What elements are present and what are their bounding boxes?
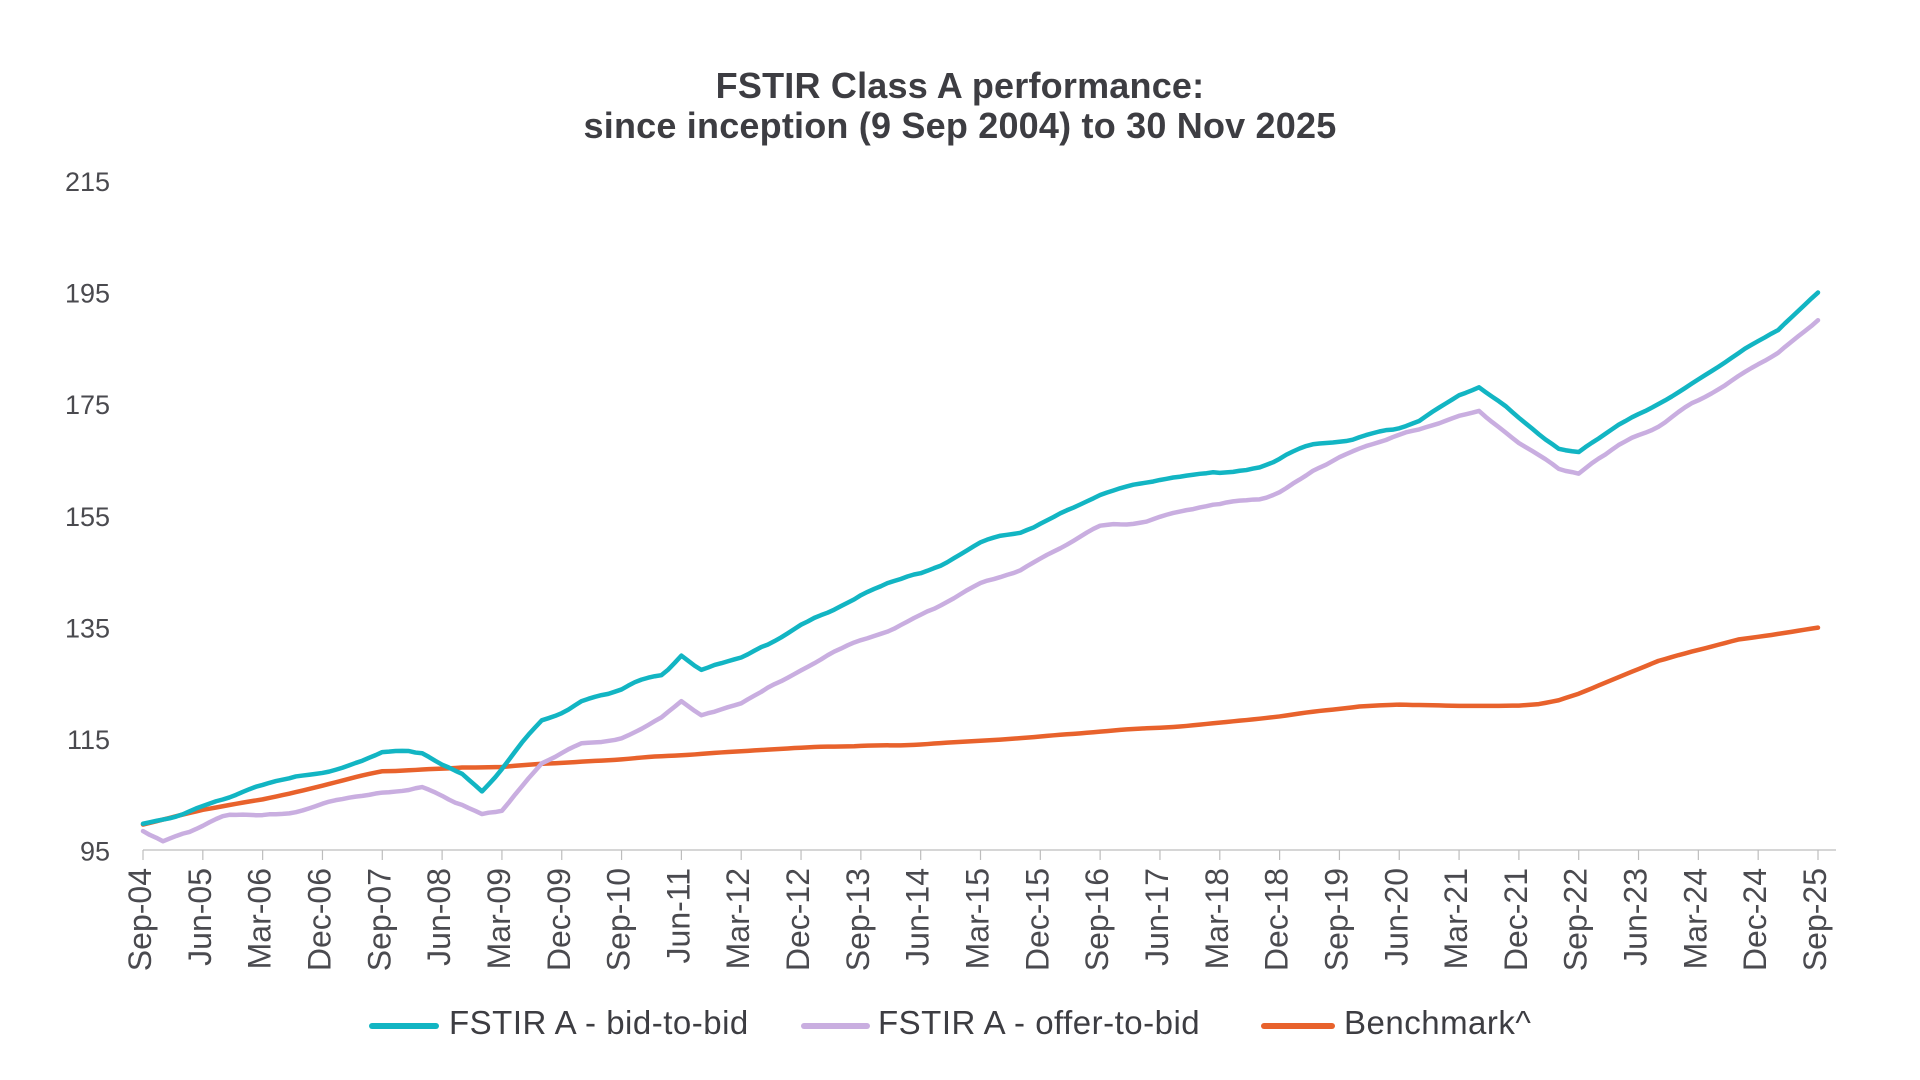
svg-text:Dec-18: Dec-18 [1259, 868, 1295, 971]
svg-text:Mar-12: Mar-12 [720, 868, 756, 969]
svg-text:Jun-11: Jun-11 [660, 868, 696, 963]
svg-text:Jun-14: Jun-14 [900, 868, 936, 966]
svg-text:Sep-19: Sep-19 [1318, 868, 1354, 971]
svg-text:Jun-17: Jun-17 [1139, 868, 1175, 966]
svg-text:Sep-25: Sep-25 [1797, 868, 1833, 971]
svg-text:Sep-10: Sep-10 [601, 868, 637, 971]
svg-text:Sep-22: Sep-22 [1558, 868, 1594, 971]
svg-text:FSTIR A - bid-to-bid: FSTIR A - bid-to-bid [449, 1004, 749, 1041]
svg-text:Dec-15: Dec-15 [1019, 868, 1055, 971]
svg-text:Dec-21: Dec-21 [1498, 868, 1534, 971]
svg-text:Mar-06: Mar-06 [242, 868, 278, 969]
svg-text:Mar-09: Mar-09 [481, 868, 517, 969]
svg-text:Mar-18: Mar-18 [1199, 868, 1235, 969]
svg-text:215: 215 [65, 167, 110, 197]
svg-text:175: 175 [65, 390, 110, 420]
svg-text:Dec-09: Dec-09 [541, 868, 577, 971]
svg-text:Jun-08: Jun-08 [421, 868, 457, 966]
svg-text:135: 135 [65, 613, 110, 643]
svg-text:Dec-12: Dec-12 [780, 868, 816, 971]
svg-text:195: 195 [65, 279, 110, 309]
svg-text:Mar-24: Mar-24 [1677, 868, 1713, 969]
svg-text:Dec-06: Dec-06 [301, 868, 337, 971]
svg-text:95: 95 [80, 837, 110, 867]
svg-text:Dec-24: Dec-24 [1737, 868, 1773, 971]
svg-text:Benchmark^: Benchmark^ [1344, 1004, 1531, 1041]
svg-text:Jun-20: Jun-20 [1378, 868, 1414, 966]
svg-text:Sep-07: Sep-07 [361, 868, 397, 971]
svg-text:Sep-04: Sep-04 [122, 868, 158, 971]
svg-text:Sep-13: Sep-13 [840, 868, 876, 971]
svg-text:FSTIR A - offer-to-bid: FSTIR A - offer-to-bid [878, 1004, 1200, 1041]
svg-text:115: 115 [67, 725, 110, 755]
svg-text:Sep-16: Sep-16 [1079, 868, 1115, 971]
svg-text:155: 155 [65, 502, 110, 532]
svg-text:Jun-23: Jun-23 [1618, 868, 1654, 966]
svg-text:Mar-15: Mar-15 [960, 868, 996, 969]
svg-text:Mar-21: Mar-21 [1438, 868, 1474, 969]
svg-text:Jun-05: Jun-05 [182, 868, 218, 966]
